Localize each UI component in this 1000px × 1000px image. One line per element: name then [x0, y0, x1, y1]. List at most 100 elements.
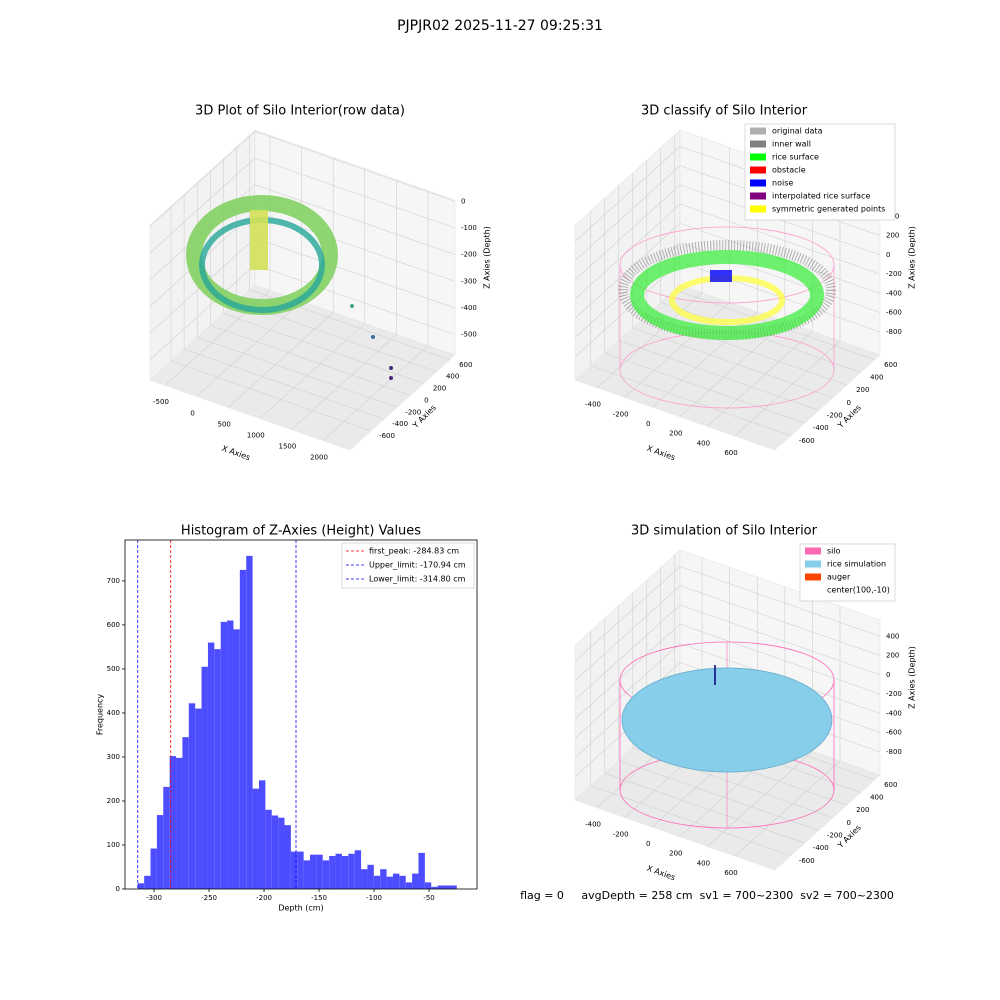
point-cloud [186, 195, 393, 380]
bar [252, 788, 259, 889]
legend-swatch [750, 153, 766, 161]
y-tick-label: 200 [107, 797, 120, 805]
legend-swatch [750, 140, 766, 148]
legend-label: rice simulation [827, 560, 886, 569]
chart-title: 3D classify of Silo Interior [641, 104, 808, 119]
x-tick-label: 0 [190, 409, 194, 417]
x-tick-label: 0 [646, 840, 650, 848]
bar [297, 851, 304, 889]
grid-line [734, 340, 841, 437]
legend-swatch [750, 127, 766, 135]
z-axis-label: Z Axies (Depth) [908, 226, 917, 289]
y-tick-label: 400 [446, 373, 459, 381]
x-tick-label: -200 [256, 894, 272, 902]
bar [246, 555, 253, 889]
x-tick-label: 0 [646, 420, 650, 428]
bar [380, 869, 387, 889]
legend-label: center(100,-10) [827, 586, 890, 595]
y-tick-label: 200 [856, 806, 869, 814]
bar [303, 860, 311, 889]
chart-title: 3D Plot of Silo Interior(row data) [195, 104, 405, 119]
y-tick-label: 600 [459, 361, 472, 369]
grid-line [604, 772, 805, 844]
y-tick-label: 400 [107, 709, 120, 717]
z-tick-label: 400 [886, 632, 899, 640]
bar [335, 853, 342, 889]
y-tick-label: 0 [847, 819, 851, 827]
grid-line [259, 323, 365, 419]
x-axis-label: X Axies [646, 444, 677, 463]
grid-line [574, 566, 681, 662]
grid-line [590, 785, 791, 857]
grid-line [679, 203, 881, 275]
bar [437, 885, 444, 889]
bar [169, 756, 177, 889]
legend-label: Lower_limit: -314.80 cm [369, 575, 466, 584]
grid-line [574, 604, 681, 701]
legend-label: silo [827, 547, 841, 556]
legend-swatch [750, 192, 766, 200]
bar [214, 649, 221, 889]
z-tick-label: -500 [461, 331, 477, 339]
y-tick-label: -600 [379, 432, 395, 440]
x-tick-label: 1000 [247, 431, 265, 439]
x-tick-label: 2000 [310, 454, 328, 462]
bar [290, 851, 298, 889]
grid-line [679, 623, 881, 695]
bar [367, 864, 374, 889]
legend-box [744, 123, 896, 221]
y-tick-label: 0 [847, 399, 851, 407]
grid-line [291, 334, 397, 430]
legend-label: auger [827, 573, 851, 582]
z-tick-label: -400 [886, 709, 902, 717]
z-tick-label: 200 [886, 232, 899, 240]
x-tick-label: -200 [613, 830, 629, 838]
grid-line [574, 146, 681, 242]
legend-label: inner wall [772, 140, 811, 149]
legend-label: symmetric generated points [772, 205, 885, 214]
z-tick-label: -600 [886, 309, 902, 317]
bar [201, 666, 208, 889]
grid-line [149, 131, 256, 227]
bar [424, 882, 432, 889]
bar [386, 876, 393, 889]
y-tick-label: 200 [856, 386, 869, 394]
grid-line [210, 325, 411, 396]
z-tick-label: -400 [886, 289, 902, 297]
grid-line [574, 585, 681, 681]
grid-line [574, 203, 681, 300]
x-tick-label: 1500 [278, 442, 296, 450]
chart-title: Histogram of Z-Axies (Height) Values [181, 524, 421, 539]
y-tick-label: -200 [827, 411, 843, 419]
legend-label: obstacle [772, 166, 806, 175]
bar [310, 854, 317, 889]
x-axis-label: X Axies [646, 864, 677, 883]
grid-line [254, 131, 456, 202]
bar [156, 815, 164, 889]
y-tick-label: -400 [813, 424, 829, 432]
y-tick-label: -400 [392, 420, 408, 428]
x-tick-label: 400 [697, 439, 710, 447]
y-tick-label: -200 [827, 831, 843, 839]
y-tick-label: 0 [424, 396, 428, 404]
x-tick-label: -200 [613, 410, 629, 418]
grid-line [734, 760, 841, 857]
z-tick-label: -200 [886, 270, 902, 278]
bar [195, 708, 202, 889]
bar [182, 737, 189, 889]
x-tick-label: -50 [423, 894, 434, 902]
bar [361, 869, 368, 889]
z-tick-label: -100 [461, 224, 477, 232]
bar [284, 825, 291, 889]
grid-line [574, 623, 681, 720]
y-tick-label: 200 [433, 385, 446, 393]
grid-line [149, 157, 256, 254]
z-axis-label: Z Axies (Depth) [908, 646, 917, 709]
grid-line [227, 312, 334, 408]
z-tick-label: -800 [886, 328, 902, 336]
x-tick-label: -400 [585, 821, 601, 829]
z-tick-label: 0 [461, 197, 465, 205]
grid-line [254, 237, 456, 309]
bar [329, 855, 336, 889]
y-tick-label: 300 [107, 753, 120, 761]
